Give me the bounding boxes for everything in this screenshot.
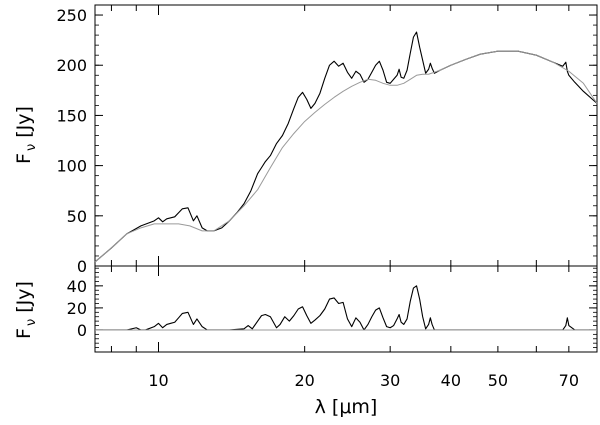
bottom-y-tick-label: 40 — [67, 277, 87, 296]
x-tick-label: 20 — [294, 371, 314, 390]
top-series-0-line — [94, 31, 598, 263]
bottom-panel: 0 20 40 10 20 30 40 50 70 Fν [Jy] λ [μm] — [13, 265, 598, 418]
top-y-tick-label: 100 — [56, 157, 87, 176]
x-axis-label-unit-rest: m] — [351, 396, 377, 418]
top-series-1-line — [94, 50, 598, 263]
x-axis-label-unit-mu: μ — [339, 396, 351, 418]
bottom-y-axis-label-sub: ν — [24, 319, 39, 326]
x-tick-label: 40 — [441, 371, 461, 390]
bottom-y-axis-label-main: F — [13, 328, 35, 339]
top-y-tick-label: 0 — [77, 257, 87, 276]
top-panel: 0 50 100 150 200 250 Fν [Jy] — [13, 4, 598, 276]
bottom-plot-frame — [94, 265, 598, 353]
x-tick-label: 50 — [488, 371, 508, 390]
x-axis-label-unit-open: [ — [332, 396, 339, 418]
top-plot-frame — [94, 4, 598, 267]
x-axis-label: λ [μm] — [315, 396, 378, 418]
top-y-tick-label: 150 — [56, 106, 87, 125]
top-y-tick-label: 250 — [56, 6, 87, 25]
top-y-tick-label: 200 — [56, 56, 87, 75]
bottom-y-axis-label-unit: [Jy] — [13, 281, 35, 313]
top-y-axis-label-sub: ν — [24, 144, 39, 151]
x-tick-label: 30 — [380, 371, 400, 390]
bottom-y-axis-label: Fν [Jy] — [13, 281, 39, 339]
top-y-axis-label-unit: [Jy] — [13, 106, 35, 138]
bottom-y-tick-label: 20 — [67, 299, 87, 318]
top-y-tick-label: 50 — [67, 207, 87, 226]
x-tick-label: 70 — [559, 371, 579, 390]
bottom-y-tick-label: 0 — [77, 321, 87, 340]
x-tick-label: 10 — [148, 371, 168, 390]
x-axis-label-symbol: λ — [315, 396, 326, 418]
top-y-axis-label: Fν [Jy] — [13, 106, 39, 164]
bottom-series-0-line — [95, 285, 597, 331]
top-y-axis-label-main: F — [13, 153, 35, 164]
